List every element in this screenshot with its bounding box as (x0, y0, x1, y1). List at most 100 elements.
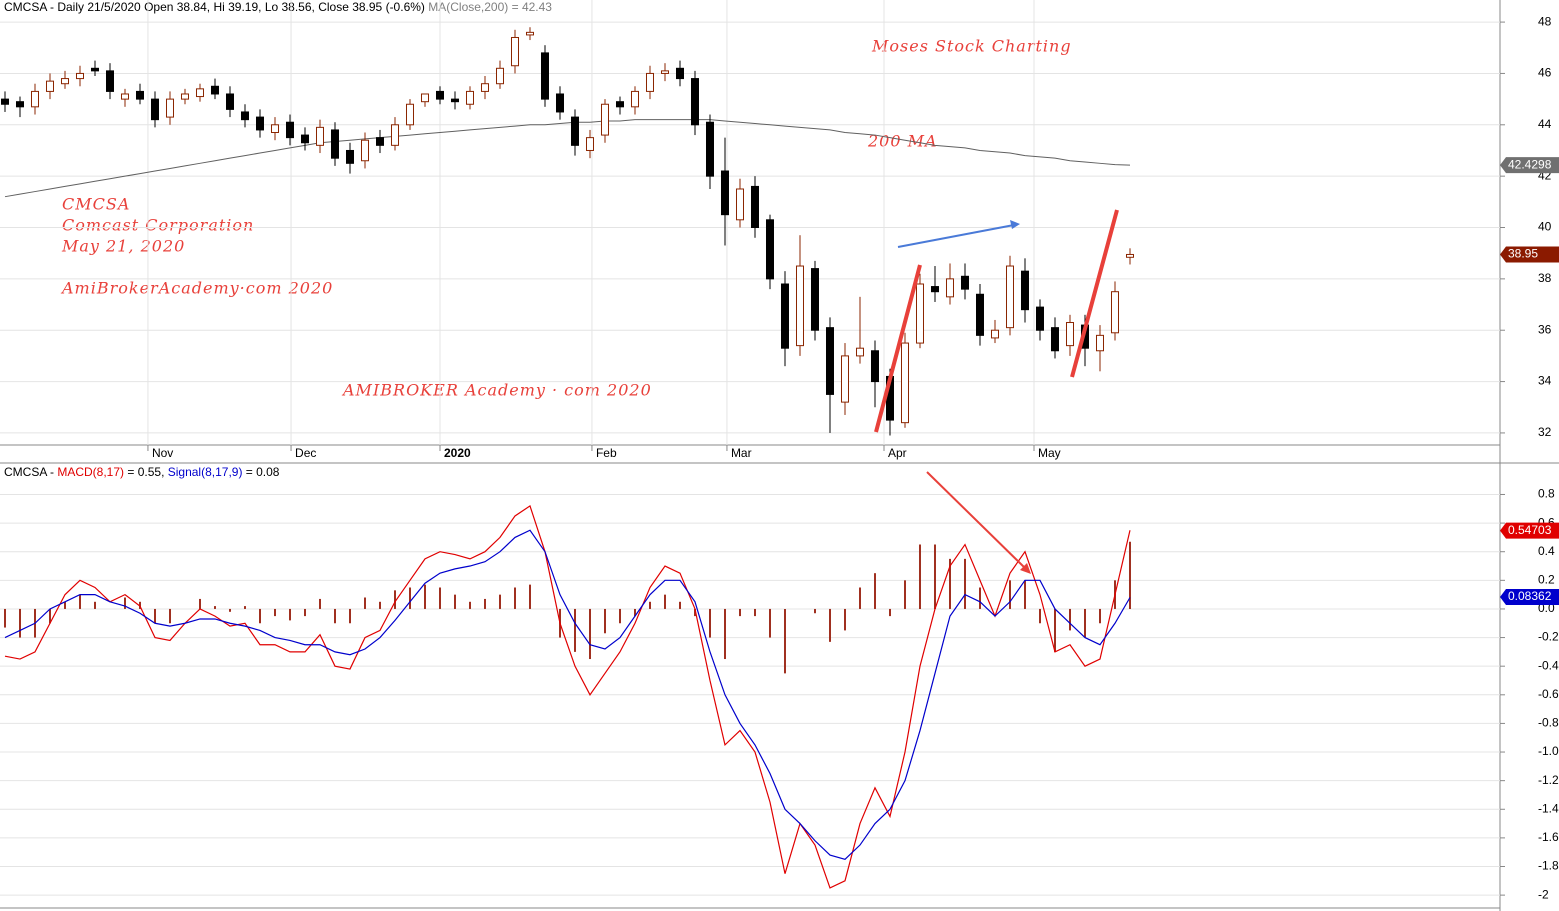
y-tick-label: -1.0 (1538, 744, 1559, 758)
candle-body (510, 36, 519, 67)
candle-body (690, 78, 699, 126)
x-tick-label: Mar (731, 446, 752, 460)
y-tick-label: -1.8 (1538, 859, 1559, 873)
y-tick-label: -0.6 (1538, 687, 1559, 701)
indicator-line (4, 529, 1131, 861)
candle-body (300, 134, 309, 144)
x-tick-label: Feb (596, 446, 617, 460)
candle-body (420, 93, 429, 103)
y-tick-label: -1.6 (1538, 830, 1559, 844)
candle-body (960, 275, 969, 290)
value-label: 38.95 (1508, 247, 1538, 261)
candle-body (240, 111, 249, 121)
value-label-box (1500, 588, 1559, 605)
candle-body (525, 31, 534, 36)
value-label: 42.4298 (1508, 157, 1552, 171)
candle-body (15, 101, 24, 108)
y-tick-label: -0.2 (1538, 630, 1559, 644)
annotation: AMIBROKER Academy · com 2020 (341, 381, 652, 400)
y-tick-label: 0.4 (1538, 544, 1555, 558)
value-label-box (1500, 522, 1559, 539)
trend-line (874, 264, 922, 433)
header-part: CMCSA - (4, 465, 57, 479)
candle-body (570, 116, 579, 146)
y-tick-label: -0.4 (1538, 658, 1559, 672)
candle-body (210, 85, 219, 95)
x-tick-label: May (1038, 446, 1061, 460)
candle-body (870, 350, 879, 383)
candle-body (195, 88, 204, 98)
candle-body (990, 329, 999, 339)
candle-body (615, 101, 624, 108)
candle-body (660, 70, 669, 74)
candle-body (675, 67, 684, 80)
y-tick-label: 48 (1538, 14, 1552, 28)
candle-body (900, 342, 909, 424)
candle-body (585, 137, 594, 151)
header-part: = 0.55, (124, 465, 168, 479)
candle-body (705, 121, 714, 177)
y-tick-label: 40 (1538, 220, 1552, 234)
arrow (897, 224, 1015, 248)
annotation: CMCSA (62, 195, 130, 214)
annotation: Moses Stock Charting (871, 37, 1072, 56)
candle-body (1125, 253, 1134, 258)
y-tick-label: 32 (1538, 425, 1552, 439)
annotation: 200 MA (867, 132, 938, 151)
header-part: MACD(8,17) (57, 465, 124, 479)
y-tick-label: 0.8 (1538, 487, 1555, 501)
candle-body (795, 265, 804, 347)
candle-body (75, 72, 84, 80)
x-tick-label: Nov (152, 446, 173, 460)
candle-body (90, 67, 99, 72)
candle-body (165, 98, 174, 118)
candle-body (810, 268, 819, 331)
value-label-box (1500, 157, 1559, 174)
candle-body (450, 98, 459, 103)
candle-body (30, 90, 39, 108)
candle-body (855, 347, 864, 357)
y-tick-label: -2 (1538, 887, 1549, 901)
price-header: CMCSA - Daily 21/5/2020 Open 38.84, Hi 3… (4, 0, 552, 14)
candle-body (825, 327, 834, 395)
candle-body (465, 90, 474, 105)
candle-body (135, 90, 144, 100)
y-tick-label: -1.4 (1538, 801, 1559, 815)
ma-line (4, 119, 1131, 198)
x-tick-label: 2020 (444, 446, 471, 460)
candle-body (1020, 270, 1029, 311)
trend-line (1070, 209, 1119, 378)
y-tick-label: 36 (1538, 322, 1552, 336)
candle-body (1035, 306, 1044, 331)
candle-body (375, 137, 384, 146)
header-part: = 0.08 (242, 465, 279, 479)
candle-body (435, 90, 444, 100)
candle-body (480, 83, 489, 92)
candle-body (780, 283, 789, 349)
x-tick-label: Dec (295, 446, 316, 460)
y-tick-label: 0.2 (1538, 573, 1555, 587)
candle-body (915, 283, 924, 344)
candle-body (720, 170, 729, 216)
candle-body (180, 93, 189, 100)
candle-body (60, 78, 69, 85)
candle-body (315, 126, 324, 146)
candle-body (975, 293, 984, 336)
header-part: MA(Close,200) = 42.43 (428, 0, 552, 14)
candle-body (225, 93, 234, 110)
indicator-line (4, 504, 1131, 889)
header-part: Signal(8,17,9) (168, 465, 243, 479)
candle-body (120, 93, 129, 100)
candle-body (45, 80, 54, 92)
candle-body (600, 103, 609, 136)
candle-body (945, 278, 954, 298)
y-tick-label: 44 (1538, 117, 1552, 131)
y-tick-label: 34 (1538, 374, 1552, 388)
candle-body (1005, 265, 1014, 329)
value-label: 0.54703 (1508, 523, 1552, 537)
y-tick-label: 46 (1538, 66, 1552, 80)
annotation: May 21, 2020 (61, 237, 185, 256)
candle-body (840, 355, 849, 403)
